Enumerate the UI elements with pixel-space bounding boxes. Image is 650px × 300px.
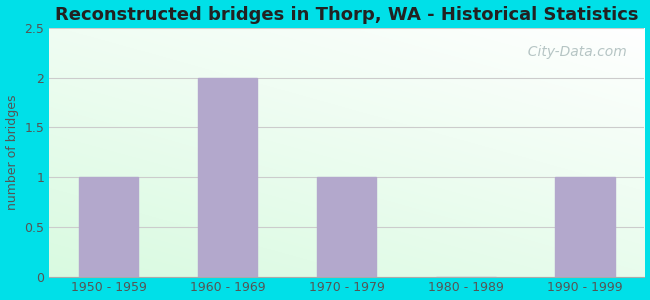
Bar xyxy=(317,177,376,277)
Bar xyxy=(198,78,257,277)
Text: City-Data.com: City-Data.com xyxy=(519,45,627,59)
Bar xyxy=(79,177,138,277)
Title: Reconstructed bridges in Thorp, WA - Historical Statistics: Reconstructed bridges in Thorp, WA - His… xyxy=(55,6,638,24)
Y-axis label: number of bridges: number of bridges xyxy=(6,94,19,210)
Bar xyxy=(555,177,615,277)
